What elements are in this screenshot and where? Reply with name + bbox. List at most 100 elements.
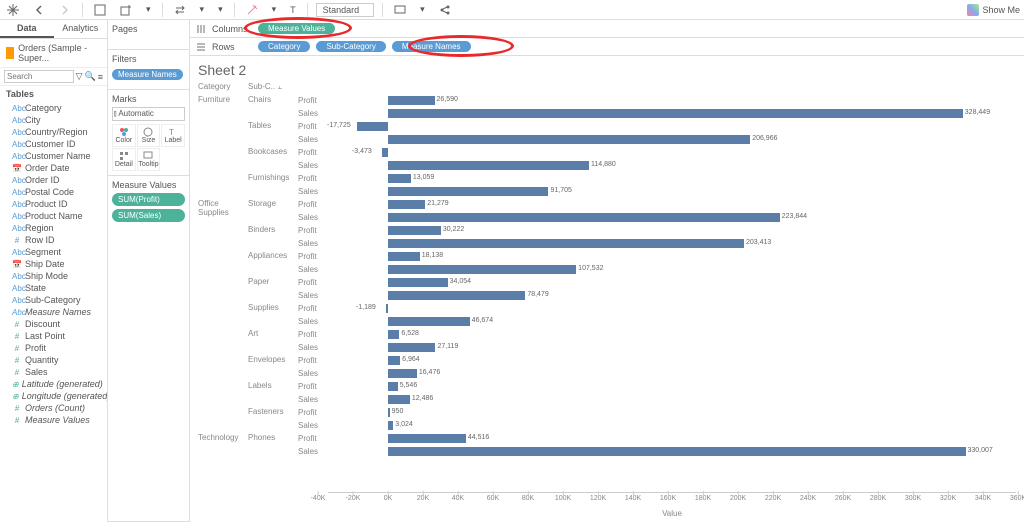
- bar[interactable]: [388, 135, 750, 144]
- field-country-region[interactable]: AbcCountry/Region: [0, 126, 107, 138]
- field-postal-code[interactable]: AbcPostal Code: [0, 186, 107, 198]
- labels-icon[interactable]: T: [287, 4, 299, 16]
- show-me-button[interactable]: Show Me: [967, 4, 1020, 16]
- swap-icon[interactable]: [171, 3, 189, 17]
- bar[interactable]: [388, 291, 525, 300]
- field-order-id[interactable]: AbcOrder ID: [0, 174, 107, 186]
- field-ship-mode[interactable]: AbcShip Mode: [0, 270, 107, 282]
- bar[interactable]: [388, 369, 417, 378]
- field-segment[interactable]: AbcSegment: [0, 246, 107, 258]
- field-measure-names[interactable]: AbcMeasure Names: [0, 306, 107, 318]
- find-icon[interactable]: 🔍: [85, 71, 96, 82]
- mark-color-button[interactable]: Color: [112, 124, 136, 147]
- rows-pill-category[interactable]: Category: [258, 41, 310, 52]
- tab-data[interactable]: Data: [0, 20, 54, 38]
- field-orders-count-[interactable]: #Orders (Count): [0, 402, 107, 414]
- bar-area: 91,705: [328, 186, 1016, 197]
- axis-tick: -40K: [311, 495, 326, 502]
- bar[interactable]: [388, 434, 466, 443]
- fit-dropdown[interactable]: Standard: [316, 3, 375, 17]
- field-city[interactable]: AbcCity: [0, 114, 107, 126]
- bar[interactable]: [382, 148, 388, 157]
- field-last-point[interactable]: #Last Point: [0, 330, 107, 342]
- bar[interactable]: [388, 356, 400, 365]
- bar[interactable]: [357, 122, 388, 131]
- tableau-logo-icon[interactable]: [4, 3, 22, 17]
- menu-icon[interactable]: ≡: [98, 72, 103, 82]
- highlight-icon[interactable]: [243, 3, 261, 17]
- field-customer-name[interactable]: AbcCustomer Name: [0, 150, 107, 162]
- bar[interactable]: [388, 226, 441, 235]
- bar[interactable]: [388, 239, 744, 248]
- field-order-date[interactable]: 📅Order Date: [0, 162, 107, 174]
- forward-icon[interactable]: [56, 3, 74, 17]
- field-sub-category[interactable]: AbcSub-Category: [0, 294, 107, 306]
- sort-asc-icon[interactable]: ▾: [197, 3, 208, 16]
- bar[interactable]: [388, 278, 448, 287]
- columns-shelf[interactable]: Columns Measure Values: [190, 20, 1024, 38]
- field-customer-id[interactable]: AbcCustomer ID: [0, 138, 107, 150]
- rows-pill-subcategory[interactable]: Sub-Category: [316, 41, 385, 52]
- group-icon[interactable]: ▾: [269, 3, 280, 16]
- mv-pill-profit[interactable]: SUM(Profit): [112, 193, 185, 206]
- filter-icon[interactable]: ▽: [76, 71, 83, 82]
- field-longitude-generated-[interactable]: ⊕Longitude (generated): [0, 390, 107, 402]
- bar[interactable]: [388, 447, 966, 456]
- rows-shelf[interactable]: Rows Category Sub-Category Measure Names: [190, 38, 1024, 56]
- search-input[interactable]: [4, 70, 74, 83]
- presentation-icon[interactable]: [391, 3, 409, 17]
- field-product-name[interactable]: AbcProduct Name: [0, 210, 107, 222]
- bar[interactable]: [388, 265, 576, 274]
- field-measure-values[interactable]: #Measure Values: [0, 414, 107, 426]
- mark-size-button[interactable]: Size: [137, 124, 161, 147]
- field-product-id[interactable]: AbcProduct ID: [0, 198, 107, 210]
- bar[interactable]: [388, 421, 393, 430]
- bar[interactable]: [388, 213, 780, 222]
- columns-pill-measure-values[interactable]: Measure Values: [258, 23, 335, 34]
- filter-pill-measure-names[interactable]: Measure Names: [112, 69, 183, 80]
- field-row-id[interactable]: #Row ID: [0, 234, 107, 246]
- axis-pad: [198, 492, 328, 520]
- sheet-title[interactable]: Sheet 2: [198, 62, 1016, 78]
- rows-pill-measure-names[interactable]: Measure Names: [392, 41, 471, 52]
- share-icon[interactable]: [436, 3, 454, 17]
- mark-tooltip-button[interactable]: Tooltip: [137, 148, 161, 171]
- bar[interactable]: [388, 187, 548, 196]
- field-discount[interactable]: #Discount: [0, 318, 107, 330]
- datasource-item[interactable]: Orders (Sample - Super...: [0, 39, 107, 68]
- mark-detail-button[interactable]: Detail: [112, 148, 136, 171]
- bar[interactable]: [388, 395, 410, 404]
- field-profit[interactable]: #Profit: [0, 342, 107, 354]
- bar[interactable]: [388, 161, 589, 170]
- bar[interactable]: [388, 330, 399, 339]
- bar[interactable]: [386, 304, 388, 313]
- new-worksheet-icon[interactable]: ▾: [143, 3, 154, 16]
- field-category[interactable]: AbcCategory: [0, 102, 107, 114]
- sort-desc-icon[interactable]: ▾: [215, 3, 226, 16]
- field-state[interactable]: AbcState: [0, 282, 107, 294]
- field-region[interactable]: AbcRegion: [0, 222, 107, 234]
- bar[interactable]: [388, 252, 420, 261]
- bar[interactable]: [388, 109, 963, 118]
- bar[interactable]: [388, 174, 411, 183]
- bar[interactable]: [388, 408, 390, 417]
- back-icon[interactable]: [30, 3, 48, 17]
- bar[interactable]: [388, 96, 435, 105]
- measure-row: Profit21,279: [298, 198, 1016, 211]
- mark-label-button[interactable]: TLabel: [161, 124, 185, 147]
- mv-pill-sales[interactable]: SUM(Sales): [112, 209, 185, 222]
- new-data-icon[interactable]: [117, 3, 135, 17]
- tab-analytics[interactable]: Analytics: [54, 20, 108, 38]
- marks-type-dropdown[interactable]: ⫾ Automatic: [112, 107, 185, 121]
- field-latitude-generated-[interactable]: ⊕Latitude (generated): [0, 378, 107, 390]
- field-ship-date[interactable]: 📅Ship Date: [0, 258, 107, 270]
- field-sales[interactable]: #Sales: [0, 366, 107, 378]
- measure-row: Sales107,532: [298, 263, 1016, 276]
- bar[interactable]: [388, 382, 398, 391]
- bar[interactable]: [388, 200, 425, 209]
- bar[interactable]: [388, 343, 435, 352]
- bar[interactable]: [388, 317, 470, 326]
- field-quantity[interactable]: #Quantity: [0, 354, 107, 366]
- card-icon[interactable]: ▾: [417, 3, 428, 16]
- save-icon[interactable]: [91, 3, 109, 17]
